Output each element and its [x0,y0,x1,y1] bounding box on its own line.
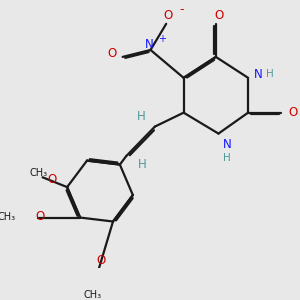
Text: H: H [136,110,145,123]
Text: O: O [163,9,172,22]
Text: H: H [223,153,231,163]
Text: N: N [254,68,263,81]
Text: O: O [96,254,106,267]
Text: +: + [158,34,166,44]
Text: O: O [108,47,117,60]
Text: CH₃: CH₃ [0,212,15,222]
Text: O: O [35,210,45,223]
Text: O: O [215,9,224,22]
Text: H: H [137,158,146,171]
Text: CH₃: CH₃ [84,290,102,300]
Text: CH₃: CH₃ [29,168,47,178]
Text: -: - [180,3,184,16]
Text: O: O [48,173,57,186]
Text: H: H [266,69,274,79]
Text: N: N [144,38,153,51]
Text: N: N [223,138,232,152]
Text: O: O [289,106,298,119]
